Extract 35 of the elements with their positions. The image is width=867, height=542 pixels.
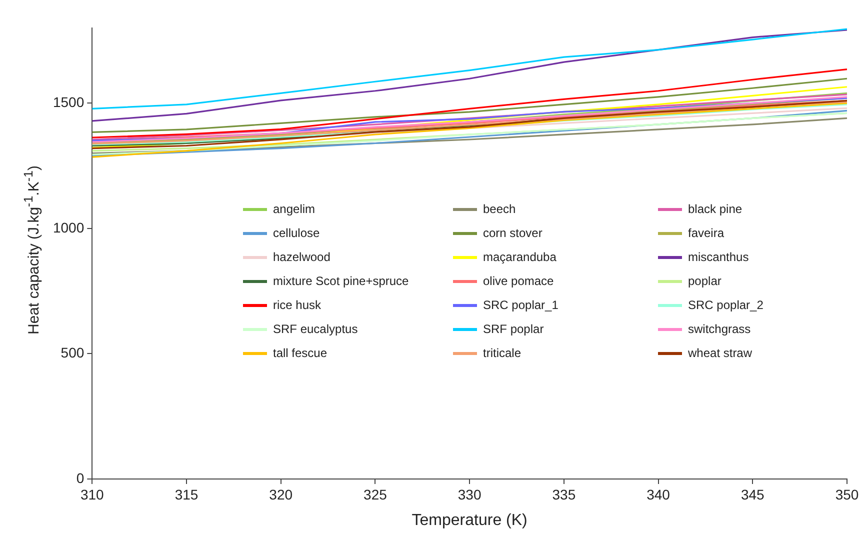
legend-label: SRF poplar	[483, 322, 544, 336]
legend-label: faveira	[688, 226, 724, 240]
legend-label: maçaranduba	[483, 250, 556, 264]
legend-label: beech	[483, 202, 516, 216]
y-tick-label: 1000	[52, 219, 84, 236]
x-tick-label: 335	[552, 486, 576, 502]
y-tick-label: 1500	[52, 94, 84, 110]
legend-label: tall fescue	[273, 346, 328, 360]
legend-label: mixture Scot pine+spruce	[273, 274, 409, 288]
x-tick-label: 330	[458, 486, 482, 502]
x-tick-label: 315	[174, 486, 198, 502]
x-tick-label: 325	[364, 486, 388, 502]
legend-label: SRF eucalyptus	[273, 322, 358, 336]
legend-label: angelim	[273, 202, 316, 216]
y-tick-label: 0	[76, 470, 84, 486]
legend-label: olive pomace	[483, 274, 554, 288]
legend-label: switchgrass	[688, 322, 751, 336]
x-tick-label: 345	[740, 486, 765, 502]
legend-label: miscanthus	[688, 250, 749, 264]
legend-label: hazelwood	[273, 250, 330, 264]
x-tick-label: 350	[835, 486, 859, 502]
x-tick-label: 310	[80, 486, 104, 502]
legend-label: SRC poplar_2	[688, 298, 764, 312]
legend-label: black pine	[688, 202, 742, 216]
legend-label: poplar	[688, 274, 722, 288]
legend-label: wheat straw	[688, 346, 752, 360]
legend-label: corn stover	[483, 226, 542, 240]
legend-label: cellulose	[273, 226, 320, 240]
legend-label: SRC poplar_1	[483, 298, 558, 312]
x-tick-label: 320	[269, 486, 293, 502]
legend-label: rice husk	[273, 298, 322, 312]
legend-label: triticale	[483, 346, 522, 360]
x-tick-label: 340	[646, 486, 670, 502]
y-tick-label: 500	[60, 344, 84, 361]
x-axis-title: Temperature (K)	[412, 512, 528, 529]
